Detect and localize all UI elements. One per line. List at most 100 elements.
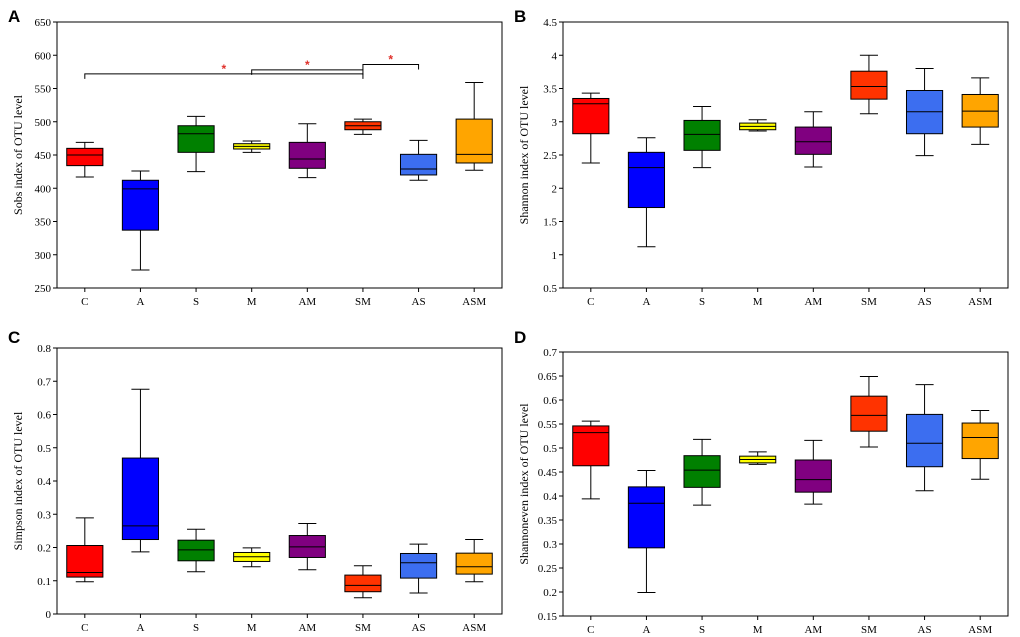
x-tick-label-b: M [753,296,763,308]
y-tick-label-d: 0.3 [543,539,557,551]
y-tick-label-c: 0.1 [37,576,51,588]
box-a-a [121,179,160,231]
y-axis-title-a: Sobs index of OTU level [11,94,25,215]
significance-star: * [222,62,227,76]
y-tick-label-d: 0.35 [538,515,558,527]
y-tick-label-d: 0.5 [543,443,557,455]
x-tick-label-c: S [193,622,199,634]
box-d-asm [961,422,999,460]
y-tick-label-c: 0.4 [37,476,51,488]
box-b-a [627,151,666,209]
y-tick-label-d: 0.15 [538,611,558,623]
panel-a-chart: 250 300 350 400 450 500 550 600 650 Sobs index of… [11,17,503,308]
x-tick-label-b: SM [861,296,877,308]
y-tick-label-b: 2 [552,183,558,195]
y-tick-label-b: 3.5 [543,84,557,96]
y-tick-label-b: 2.5 [543,150,557,162]
box-a-as [399,153,438,176]
x-tick-label-d: S [699,624,705,636]
y-tick-label-c: 0.2 [37,543,51,555]
y-axis-title-b: Shannon index of OTU level [517,85,531,224]
box-b-s [683,119,721,151]
box-d-am [794,459,832,493]
x-tick-label-b: C [587,296,594,308]
x-tick-label-c: C [81,622,88,634]
box-d-s [683,455,721,488]
y-tick-label-d: 0.4 [543,491,557,503]
box-a-c [66,147,104,167]
y-tick-label-b: 0.5 [543,283,557,295]
y-tick-label-a: 600 [35,50,52,62]
box-d-c [572,425,610,467]
x-tick-label-d: SM [861,624,877,636]
y-tick-label-c: 0.8 [37,343,51,355]
box-b-am [794,126,832,155]
x-tick-label-c: ASM [462,622,486,634]
y-tick-label-d: 0.45 [538,467,558,479]
y-tick-label-b: 4 [552,50,558,62]
panel-label-a: A [8,7,20,26]
panel-label-c: C [8,328,20,347]
box-c-a [121,457,160,541]
panel-c-chart: 0 0.1 0.2 0.3 0.4 0.5 0.6 0.7 0.8 Simpson index o… [11,343,503,634]
y-axis-title-d: Shannoneven index of OTU level [517,403,531,565]
y-tick-label-d: 0.55 [538,419,558,431]
x-tick-label-c: M [247,622,257,634]
y-tick-label-d: 0.2 [543,587,557,599]
y-tick-label-a: 650 [35,17,52,29]
y-tick-label-a: 500 [35,117,52,129]
x-tick-label-a: C [81,296,88,308]
y-tick-label-c: 0.5 [37,443,51,455]
panel-b-chart: 0.5 1 1.5 2 2.5 3 3.5 4 4.5 Shannon index of OTU … [517,17,1009,308]
significance-bracket [84,73,364,79]
box-a-s [177,125,215,153]
y-tick-label-a: 300 [35,250,52,262]
box-d-a [627,486,666,549]
box-b-sm [850,70,888,100]
x-tick-label-d: M [753,624,763,636]
significance-bracket [362,64,420,70]
x-tick-label-b: A [642,296,650,308]
box-c-sm [344,574,382,593]
y-tick-label-d: 0.25 [538,563,558,575]
x-tick-label-d: AS [918,624,932,636]
box-d-sm [850,395,888,432]
y-tick-label-c: 0 [46,609,52,621]
panel-label-d: D [514,328,526,347]
y-tick-label-b: 1.5 [543,217,557,229]
x-tick-label-b: S [699,296,705,308]
panel-d-chart: 0.15 0.2 0.25 0.3 0.35 0.4 0.45 0.5 0.55 0.6 0.65 0… [517,347,1009,636]
y-tick-label-a: 550 [35,84,52,96]
significance-star: * [305,58,310,72]
x-tick-label-a: ASM [462,296,486,308]
x-tick-label-b: AM [804,296,822,308]
y-tick-label-c: 0.3 [37,509,51,521]
box-c-s [177,539,215,562]
significance-star: * [388,53,393,67]
y-tick-label-b: 4.5 [543,17,557,29]
y-axis-title-c: Simpson index of OTU level [11,411,25,550]
x-tick-label-d: AM [804,624,822,636]
plot-frame-d [562,351,1009,617]
box-a-asm [455,118,493,164]
y-tick-label-b: 3 [552,117,558,129]
x-tick-label-d: C [587,624,594,636]
y-tick-label-b: 1 [552,250,558,262]
x-tick-label-a: A [136,296,144,308]
box-c-asm [455,552,493,575]
y-tick-label-a: 350 [35,217,52,229]
panel-label-b: B [514,7,526,26]
x-tick-label-a: AS [412,296,426,308]
x-tick-label-d: A [642,624,650,636]
significance-bracket [251,69,364,75]
box-c-as [399,552,438,579]
x-tick-label-a: SM [355,296,371,308]
x-tick-label-c: AM [298,622,316,634]
x-tick-label-c: SM [355,622,371,634]
x-tick-label-b: ASM [968,296,992,308]
x-tick-label-b: AS [918,296,932,308]
x-tick-label-c: A [136,622,144,634]
x-tick-label-a: AM [298,296,316,308]
y-tick-label-a: 250 [35,283,52,295]
